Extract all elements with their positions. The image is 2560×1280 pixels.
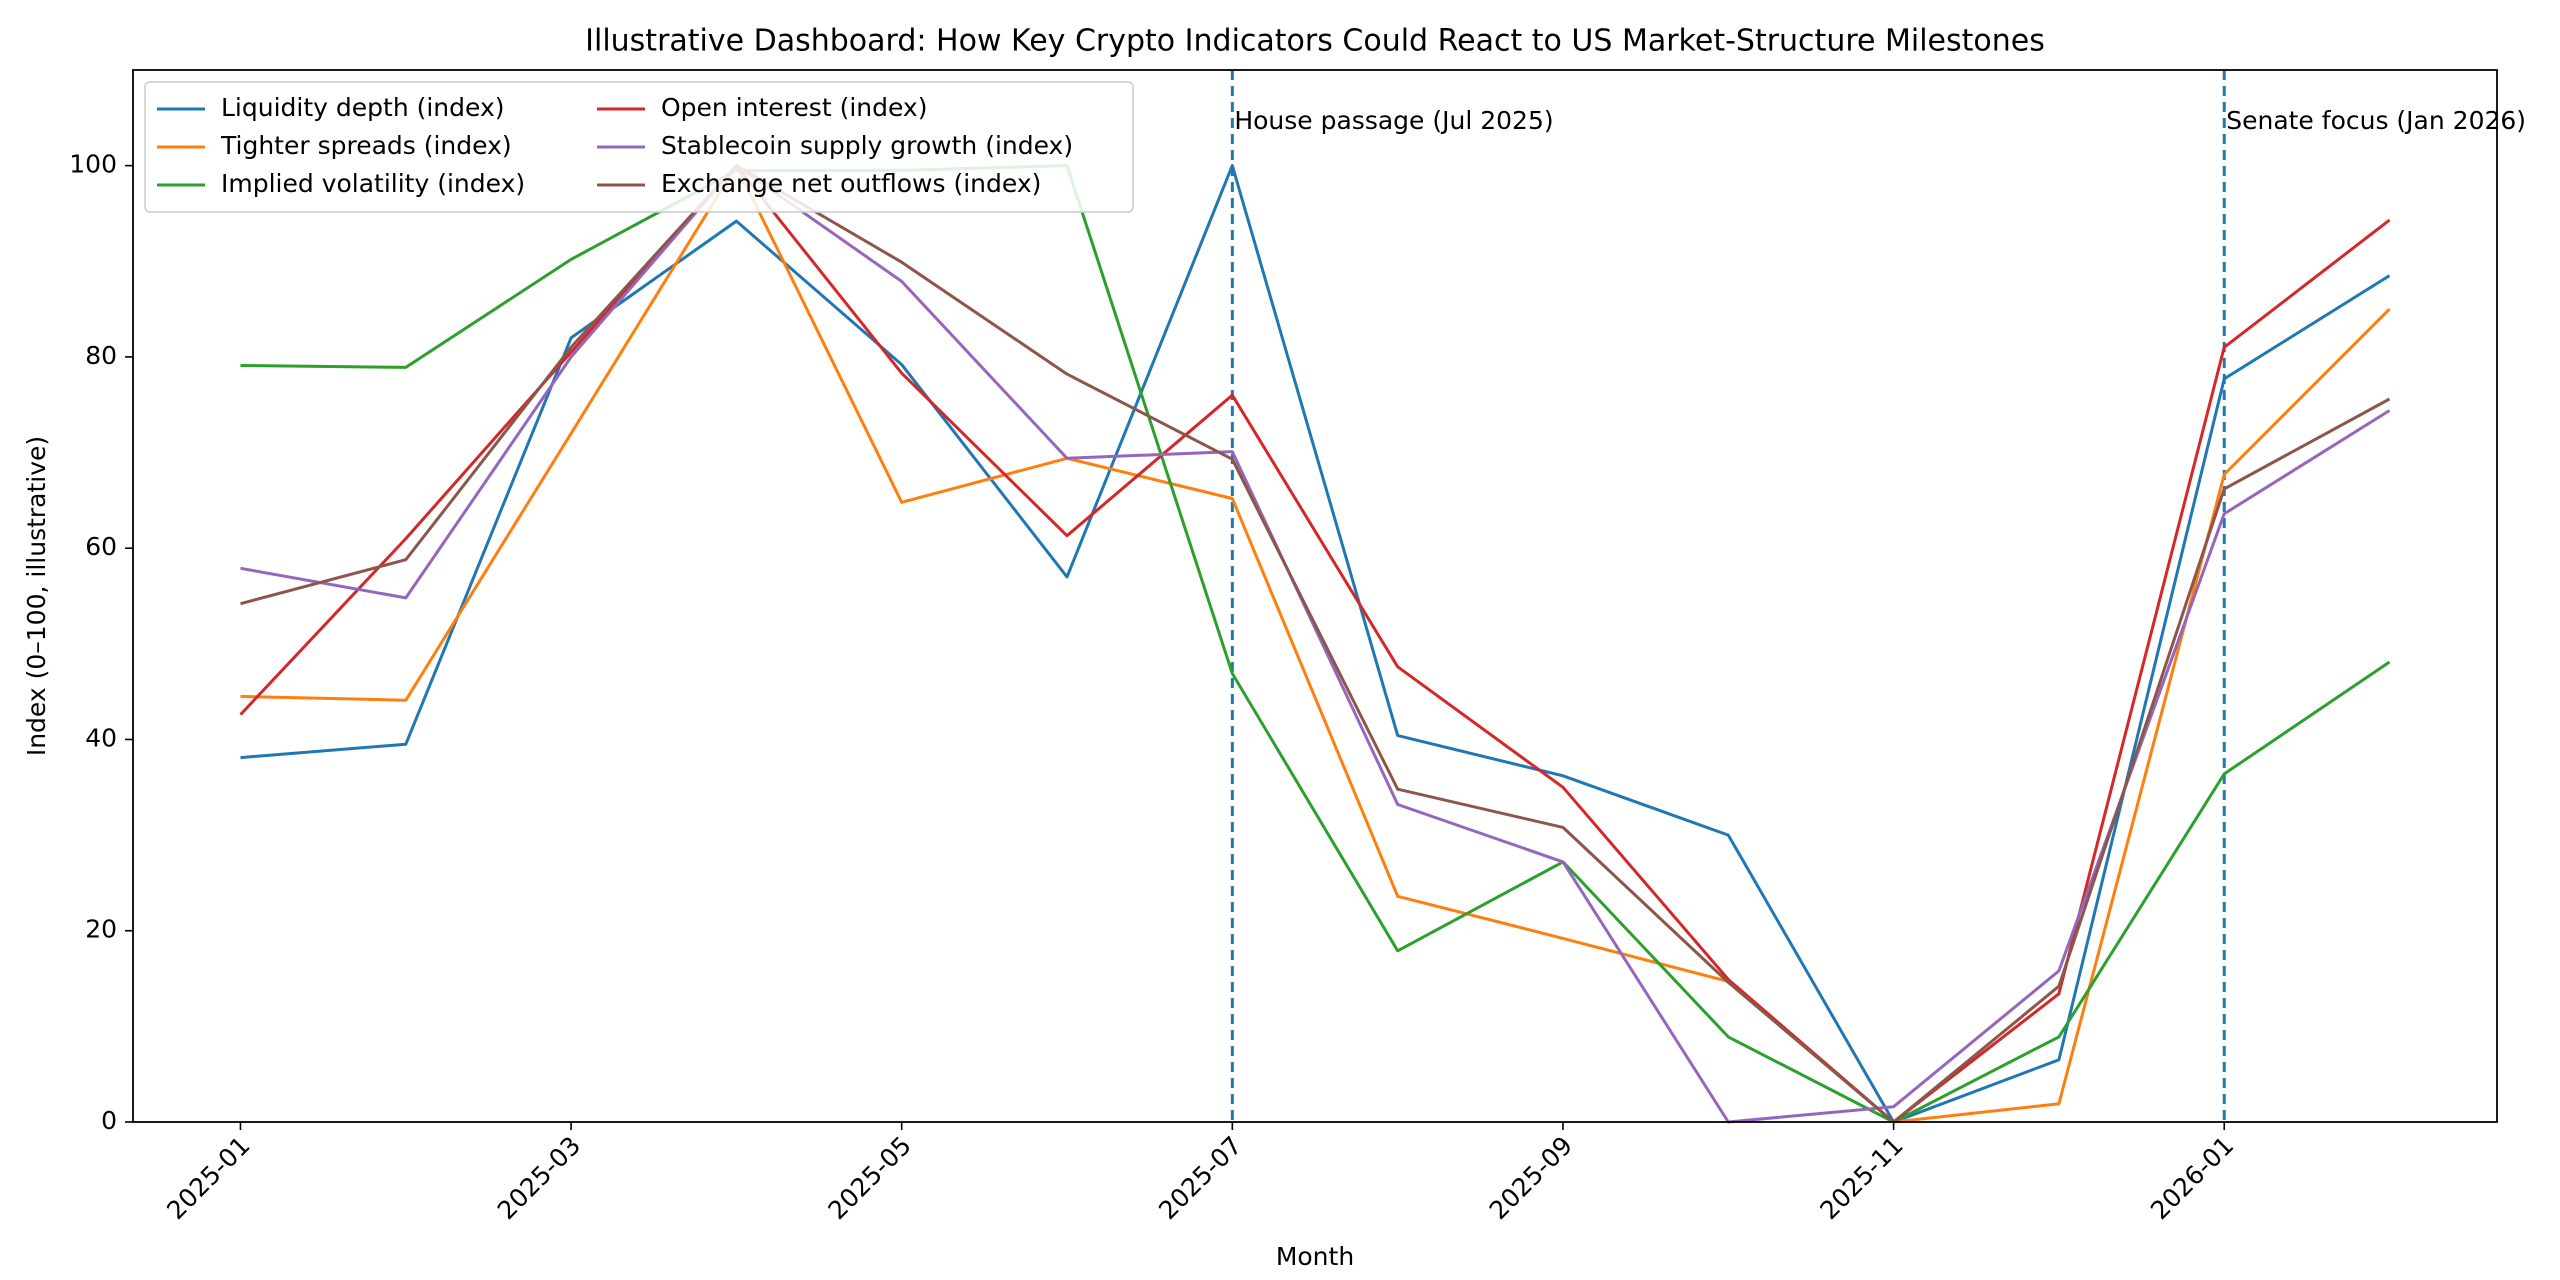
legend-label: Open interest (index) xyxy=(661,93,927,122)
y-tick-label: 0 xyxy=(101,1106,117,1135)
y-tick-label: 20 xyxy=(85,915,117,944)
plot-frame xyxy=(132,69,2498,1123)
legend-label: Tighter spreads (index) xyxy=(220,131,512,160)
y-tick-label: 60 xyxy=(85,532,117,561)
legend-label: Stablecoin supply growth (index) xyxy=(661,131,1073,160)
legend-label: Implied volatility (index) xyxy=(221,169,525,198)
annotation: Senate focus (Jan 2026) xyxy=(2226,106,2526,135)
legend-label: Exchange net outflows (index) xyxy=(661,169,1041,198)
series-line xyxy=(240,164,2391,1124)
y-tick-label: 40 xyxy=(85,723,117,752)
legend-label: Liquidity depth (index) xyxy=(221,93,505,122)
x-axis-label: Month xyxy=(1276,1242,1354,1271)
y-axis-label: Index (0–100, illustrative) xyxy=(22,436,51,756)
series-line xyxy=(240,164,2391,1124)
annotation: House passage (Jul 2025) xyxy=(1234,106,1553,135)
chart-title: Illustrative Dashboard: How Key Crypto I… xyxy=(585,24,2045,59)
series-line xyxy=(240,164,2391,1124)
series-line xyxy=(239,164,2391,1124)
legend: Liquidity depth (index) Tighter spreads (… xyxy=(144,81,1134,213)
series-line xyxy=(240,164,2391,1124)
y-tick-label: 100 xyxy=(69,150,117,179)
y-tick-label: 80 xyxy=(85,341,117,370)
